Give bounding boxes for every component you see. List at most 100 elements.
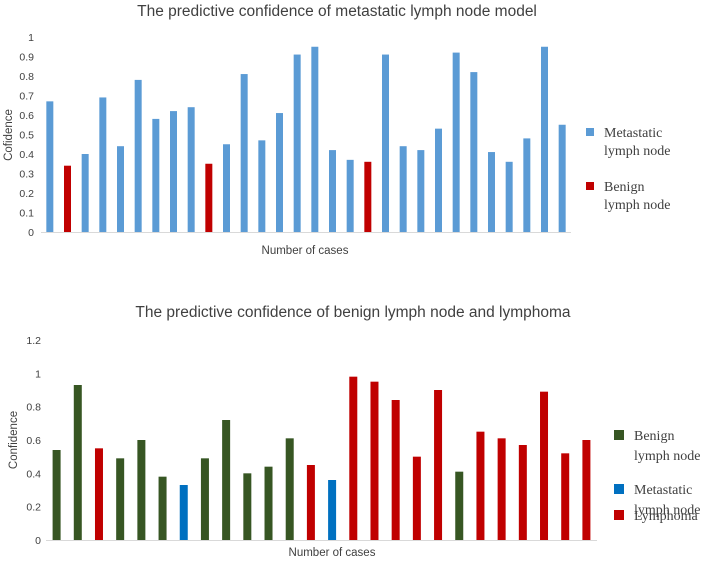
bar: [81, 154, 89, 232]
y-tick-label: 0: [35, 535, 41, 547]
legend-label: Metastatic: [604, 126, 662, 141]
bar: [306, 465, 315, 540]
bar: [52, 450, 61, 540]
bar: [488, 152, 495, 232]
bar: [64, 165, 71, 232]
y-axis-ticks: 0 0.1 0.2 0.3 0.4 0.5 0.6 0.7 0.8 0.9 1: [19, 32, 34, 239]
bar: [328, 480, 337, 540]
bar: [243, 473, 252, 540]
y-tick-label: 0.3: [19, 169, 34, 181]
y-tick-label: 0.6: [19, 110, 34, 122]
bar: [455, 471, 464, 540]
bar: [540, 391, 549, 540]
legend-label: lymph node: [634, 449, 701, 464]
bar: [497, 438, 506, 540]
bar: [46, 101, 54, 232]
bar: [391, 400, 400, 540]
bar: [293, 54, 301, 232]
bar: [311, 46, 319, 232]
legend-label: lymph node: [604, 198, 671, 213]
bar: [349, 376, 358, 540]
bar-series: [46, 46, 566, 233]
legend-swatch: [614, 430, 624, 440]
legend-label: Lymphoma: [634, 509, 699, 524]
y-tick-label: 0.4: [26, 468, 41, 480]
bar: [434, 390, 443, 540]
bar: [116, 458, 125, 540]
bar: [258, 140, 266, 232]
bar: [200, 458, 209, 540]
bar: [476, 431, 485, 540]
y-tick-label: 0: [28, 227, 34, 239]
bar: [222, 420, 231, 540]
bar: [558, 124, 566, 232]
y-tick-label: 0.4: [19, 149, 34, 161]
x-axis-label: Number of cases: [289, 547, 376, 559]
y-tick-label: 0.7: [19, 91, 34, 103]
bar: [99, 97, 107, 232]
y-tick-label: 0.1: [19, 208, 34, 220]
y-tick-label: 1: [28, 32, 34, 44]
bar: [137, 440, 146, 540]
y-axis-ticks: 0 0.2 0.4 0.6 0.8 1 1.2: [26, 335, 41, 547]
bar: [223, 144, 230, 232]
bar: [329, 150, 336, 232]
bar: [158, 476, 167, 540]
bar-series: [52, 376, 591, 540]
y-tick-label: 1.2: [26, 335, 41, 347]
y-axis-label: Cofidence: [3, 109, 15, 161]
legend-swatch: [614, 484, 624, 494]
bar: [582, 440, 591, 540]
bar: [452, 52, 460, 232]
bar: [541, 46, 548, 232]
bar: [435, 128, 442, 232]
bar: [179, 485, 188, 540]
bar: [117, 146, 124, 232]
bar: [240, 74, 248, 232]
bar: [276, 113, 283, 232]
y-tick-label: 0.9: [19, 52, 34, 64]
bar: [264, 466, 273, 540]
chart-title: The predictive confidence of metastatic …: [137, 3, 537, 20]
y-tick-label: 0.8: [19, 71, 34, 83]
legend-label: Benign: [634, 429, 674, 444]
bar: [399, 146, 407, 232]
y-tick-label: 0.6: [26, 435, 41, 447]
chart-benign-lymphoma: The predictive confidence of benign lymp…: [8, 304, 701, 559]
bar: [523, 138, 531, 232]
bar: [205, 163, 213, 232]
bar: [417, 150, 425, 232]
bar: [470, 72, 478, 232]
bar: [364, 161, 372, 232]
bar: [412, 456, 421, 540]
bar: [152, 118, 160, 232]
bar: [134, 79, 142, 233]
y-tick-label: 0.5: [19, 130, 34, 142]
y-axis-label: Confidence: [8, 411, 20, 469]
legend-label: lymph node: [634, 503, 701, 518]
bar: [94, 448, 103, 540]
bar: [73, 385, 82, 540]
bar: [505, 161, 513, 232]
legend-swatch: [586, 128, 594, 136]
bar: [382, 54, 389, 232]
legend-swatch: [614, 510, 624, 520]
bar: [561, 453, 570, 540]
bar: [370, 381, 379, 540]
y-tick-label: 0.2: [26, 502, 41, 514]
legend-label: Benign: [604, 180, 644, 195]
chart-title: The predictive confidence of benign lymp…: [135, 304, 571, 321]
bar: [187, 107, 195, 232]
chart-metastatic-model: The predictive confidence of metastatic …: [3, 3, 671, 257]
bar: [346, 159, 354, 232]
bar: [518, 445, 527, 540]
bar: [170, 111, 177, 232]
y-tick-label: 0.8: [26, 402, 41, 414]
legend-label: lymph node: [604, 144, 671, 159]
y-tick-label: 0.2: [19, 188, 34, 200]
y-tick-label: 1: [35, 368, 41, 380]
legend: Metastatic lymph node Benign lymph node: [586, 126, 671, 213]
bar: [285, 438, 294, 540]
